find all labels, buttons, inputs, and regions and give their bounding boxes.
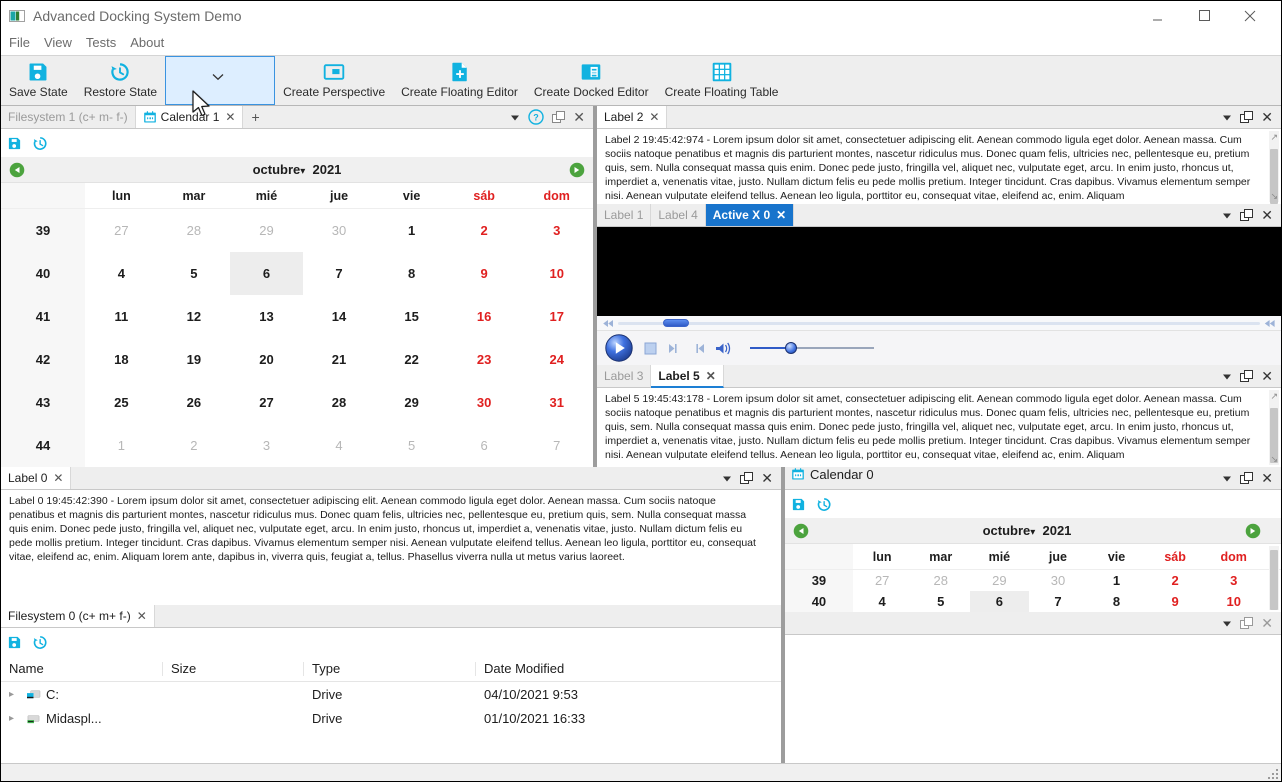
svg-text:?: ?: [534, 113, 540, 123]
